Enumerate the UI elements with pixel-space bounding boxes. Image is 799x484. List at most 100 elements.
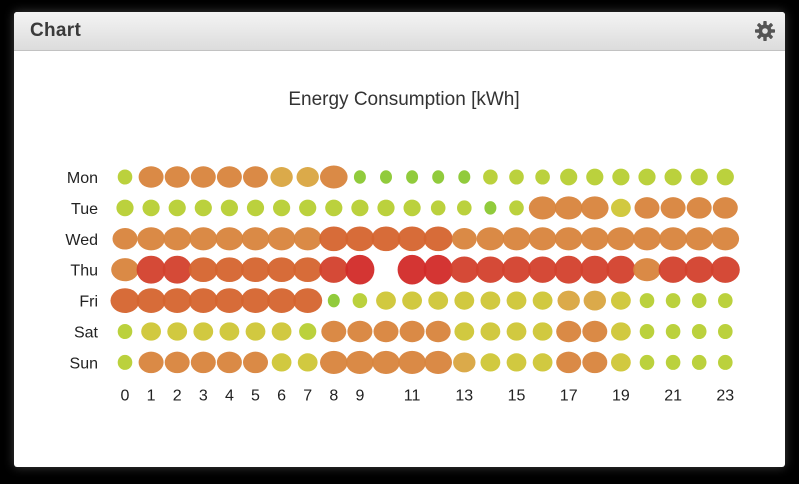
bubble-point (639, 293, 655, 309)
bubble-point (423, 254, 453, 285)
bubble-point (271, 353, 292, 372)
bubble-point (535, 169, 550, 185)
bubble-point (137, 227, 165, 251)
bubble-point (611, 322, 631, 341)
bubble-point (454, 322, 475, 341)
bubble-point (293, 257, 323, 283)
bubble-point (241, 227, 270, 251)
bubble-point (665, 354, 681, 370)
bubble-point (267, 257, 297, 283)
bubble-point (216, 351, 242, 374)
bubble-point (194, 199, 212, 217)
x-axis-labels: 0 1 2 3 4 5 6 7 8 9 11 13 15 17 19 21 23 (121, 387, 735, 404)
y-tick-label: Sat (74, 325, 99, 342)
x-tick-label: 15 (508, 387, 526, 404)
bubble-point (320, 350, 348, 374)
bubble-point (190, 351, 216, 374)
bubble-point (712, 197, 738, 219)
bubble-point (458, 170, 471, 184)
bubble-point (691, 293, 707, 309)
bubble-point (528, 196, 557, 220)
bubble-point (691, 323, 707, 340)
bubble-point (245, 322, 266, 341)
y-tick-label: Tue (71, 201, 98, 218)
x-tick-label: 6 (277, 387, 286, 404)
panel-header: Chart (14, 12, 785, 51)
bubble-point (686, 197, 712, 219)
bubble-point (554, 227, 583, 251)
bubble-point (665, 293, 681, 309)
bubble-point (528, 256, 558, 283)
bubble-point (136, 255, 166, 284)
bubble-point (581, 227, 609, 251)
bubble-point (611, 353, 631, 372)
bubble-point (690, 168, 708, 186)
bubble-point (475, 256, 505, 283)
chart-title: Energy Consumption [kWh] (288, 89, 519, 110)
x-tick-label: 2 (173, 387, 182, 404)
bubble-point (606, 255, 636, 284)
bubble-point (215, 227, 244, 251)
bubble-point (188, 257, 218, 283)
bubble-point (718, 323, 733, 340)
y-tick-label: Thu (70, 263, 98, 280)
bubble-point (423, 226, 453, 252)
bubble-point (117, 169, 133, 185)
x-tick-label: 9 (355, 387, 364, 404)
bubble-point (352, 293, 368, 309)
bubble-point (691, 354, 707, 370)
bubble-point (353, 170, 366, 184)
x-tick-label: 23 (716, 387, 734, 404)
x-tick-label: 8 (329, 387, 338, 404)
bubble-point (397, 254, 427, 285)
bubble-point (325, 199, 343, 217)
bubble-point (214, 257, 244, 283)
bubble-point (532, 291, 553, 310)
y-tick-label: Wed (65, 232, 98, 249)
bubble-point (376, 291, 396, 310)
bubble-point (138, 166, 164, 188)
bubble-point (297, 353, 318, 372)
bubble-point (634, 197, 660, 219)
bubble-point (718, 354, 733, 370)
bubble-point (399, 320, 425, 343)
bubble-point (267, 288, 297, 313)
bubble-point (397, 226, 427, 252)
gear-icon[interactable] (753, 19, 777, 43)
bubble-point (685, 227, 713, 251)
bubble-point (449, 256, 479, 283)
bubble-point (345, 226, 375, 252)
bubble-point (168, 199, 186, 217)
bubble-point (246, 199, 265, 217)
bubble-point (321, 320, 347, 343)
bubble-point (684, 256, 714, 283)
bubble-point (560, 168, 578, 186)
bubble-point (581, 196, 609, 220)
bubble-point (377, 199, 395, 217)
bubble-point (554, 255, 584, 284)
y-tick-label: Fri (79, 294, 98, 311)
bubble-point (583, 290, 606, 311)
x-tick-label: 4 (225, 387, 234, 404)
bubble-point (612, 168, 630, 186)
y-tick-label: Sun (70, 355, 98, 372)
x-tick-label: 11 (404, 387, 421, 404)
bubble-point (398, 350, 426, 374)
bubble-point (432, 170, 445, 184)
bubble-point (141, 322, 161, 341)
bubble-point (345, 254, 375, 285)
bubble-point (611, 291, 631, 310)
bubble-point (453, 352, 476, 373)
bubble-point (554, 196, 583, 220)
bubble-point (665, 323, 681, 340)
bubble-point (110, 288, 140, 313)
bubble-point (117, 323, 133, 340)
bubble-point (138, 351, 164, 374)
bubble-point (403, 199, 421, 217)
bubble-point (480, 322, 501, 341)
bubble-point (241, 257, 270, 283)
x-tick-label: 5 (251, 387, 260, 404)
bubble-point (373, 320, 399, 343)
bubble-point (483, 169, 498, 185)
bubble-point (243, 166, 268, 188)
